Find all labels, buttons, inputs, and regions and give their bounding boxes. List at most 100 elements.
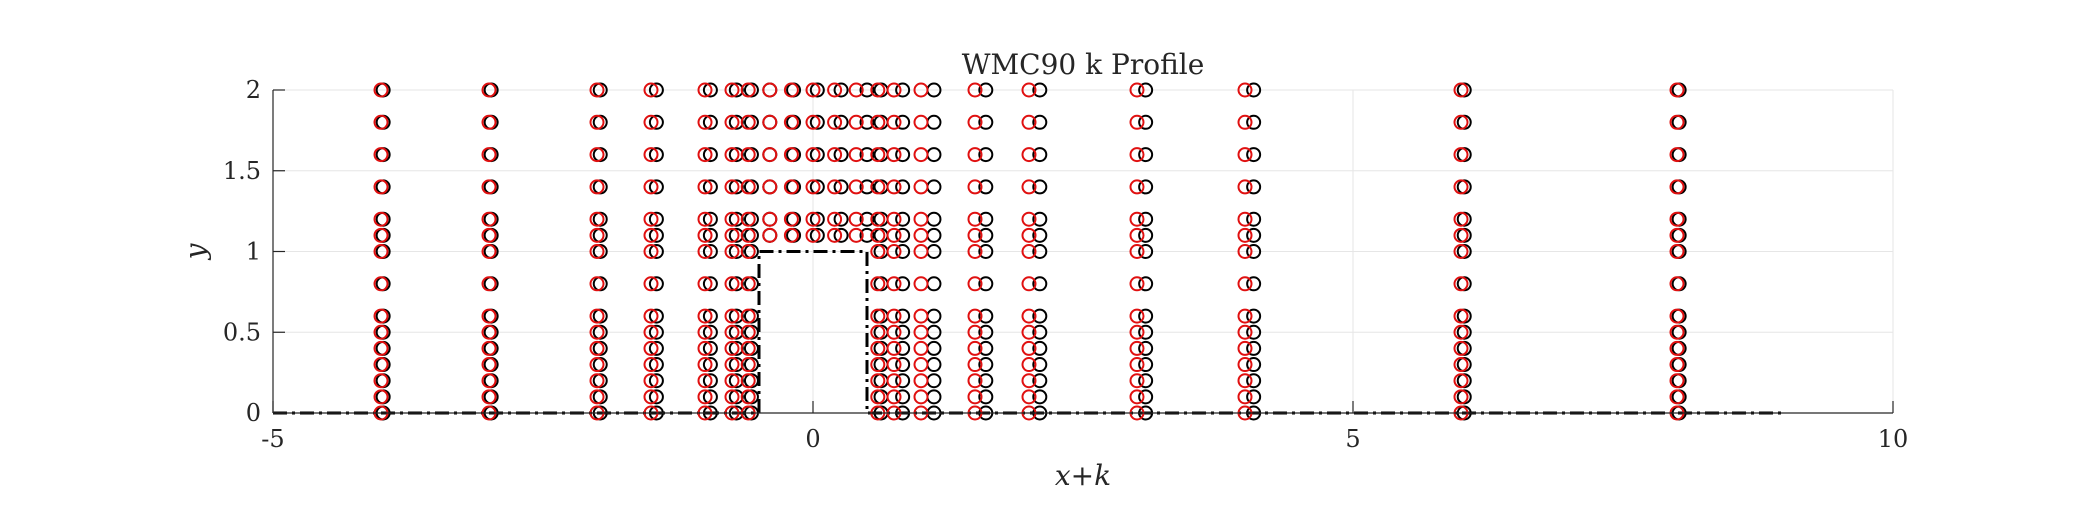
data-point: [1021, 227, 1037, 243]
data-point: [1032, 82, 1048, 98]
data-point: [643, 227, 659, 243]
data-point: [589, 308, 605, 324]
data-point: [697, 324, 713, 340]
data-point: [1453, 357, 1469, 373]
data-point: [648, 357, 664, 373]
data-point: [481, 276, 497, 292]
data-point: [783, 227, 799, 243]
data-point: [978, 82, 994, 98]
data-point: [702, 147, 718, 163]
data-point: [1246, 389, 1262, 405]
data-point: [1032, 357, 1048, 373]
data-point: [481, 340, 497, 356]
data-point: [724, 227, 740, 243]
data-point: [886, 82, 902, 98]
data-point: [1129, 179, 1145, 195]
data-point: [643, 82, 659, 98]
data-point: [870, 179, 886, 195]
data-point: [978, 179, 994, 195]
data-point: [1032, 227, 1048, 243]
data-point: [1237, 227, 1253, 243]
data-point: [895, 179, 911, 195]
data-point: [373, 211, 389, 227]
data-point: [1021, 340, 1037, 356]
data-point: [1669, 82, 1685, 98]
data-point: [589, 357, 605, 373]
data-point: [978, 324, 994, 340]
data-point: [926, 114, 942, 130]
data-point: [589, 147, 605, 163]
data-point: [978, 227, 994, 243]
data-point: [1032, 179, 1048, 195]
data-point: [967, 276, 983, 292]
x-tick-label: 0: [805, 425, 820, 453]
data-point: [702, 276, 718, 292]
data-point: [913, 179, 929, 195]
data-point: [886, 147, 902, 163]
data-point: [913, 308, 929, 324]
data-point: [643, 324, 659, 340]
data-point: [643, 357, 659, 373]
data-point: [913, 114, 929, 130]
data-point: [1138, 276, 1154, 292]
data-point: [1138, 308, 1154, 324]
data-point: [1453, 211, 1469, 227]
data-point: [1669, 211, 1685, 227]
data-point: [859, 179, 875, 195]
data-point: [1246, 357, 1262, 373]
data-point: [589, 244, 605, 259]
data-point: [886, 389, 902, 405]
data-point: [1246, 324, 1262, 340]
data-point: [589, 389, 605, 405]
data-point: [967, 389, 983, 405]
data-point: [978, 211, 994, 227]
data-point: [724, 357, 740, 373]
data-point: [373, 114, 389, 130]
data-point: [728, 276, 744, 292]
data-point: [895, 227, 911, 243]
data-point: [589, 276, 605, 292]
data-point: [481, 324, 497, 340]
y-tick-label: 1.5: [223, 157, 261, 185]
data-point: [870, 244, 886, 259]
y-tick-label: 1: [246, 238, 261, 266]
data-point: [648, 389, 664, 405]
data-point: [1021, 357, 1037, 373]
data-point: [702, 389, 718, 405]
data-point: [848, 179, 864, 195]
data-point: [1129, 227, 1145, 243]
data-point: [762, 114, 778, 130]
data-point: [1129, 211, 1145, 227]
data-point: [702, 179, 718, 195]
data-point: [643, 373, 659, 389]
data-point: [1032, 373, 1048, 389]
data-point: [895, 308, 911, 324]
data-point: [1246, 340, 1262, 356]
data-point: [859, 114, 875, 130]
data-point: [697, 340, 713, 356]
data-point: [1021, 389, 1037, 405]
data-point: [870, 389, 886, 405]
data-point: [1237, 114, 1253, 130]
data-point: [481, 244, 497, 259]
data-point: [728, 179, 744, 195]
data-point: [895, 373, 911, 389]
data-point: [848, 82, 864, 98]
data-point: [724, 211, 740, 227]
data-point: [702, 373, 718, 389]
data-point: [1237, 179, 1253, 195]
data-point: [1021, 373, 1037, 389]
data-point: [926, 340, 942, 356]
data-point: [728, 82, 744, 98]
data-point: [1129, 373, 1145, 389]
data-point: [724, 147, 740, 163]
data-point: [740, 373, 756, 389]
data-point: [1021, 324, 1037, 340]
data-point: [643, 147, 659, 163]
data-point: [926, 211, 942, 227]
data-point: [1138, 114, 1154, 130]
data-point: [481, 211, 497, 227]
data-point: [827, 211, 843, 227]
x-tick-label: -5: [261, 425, 284, 453]
